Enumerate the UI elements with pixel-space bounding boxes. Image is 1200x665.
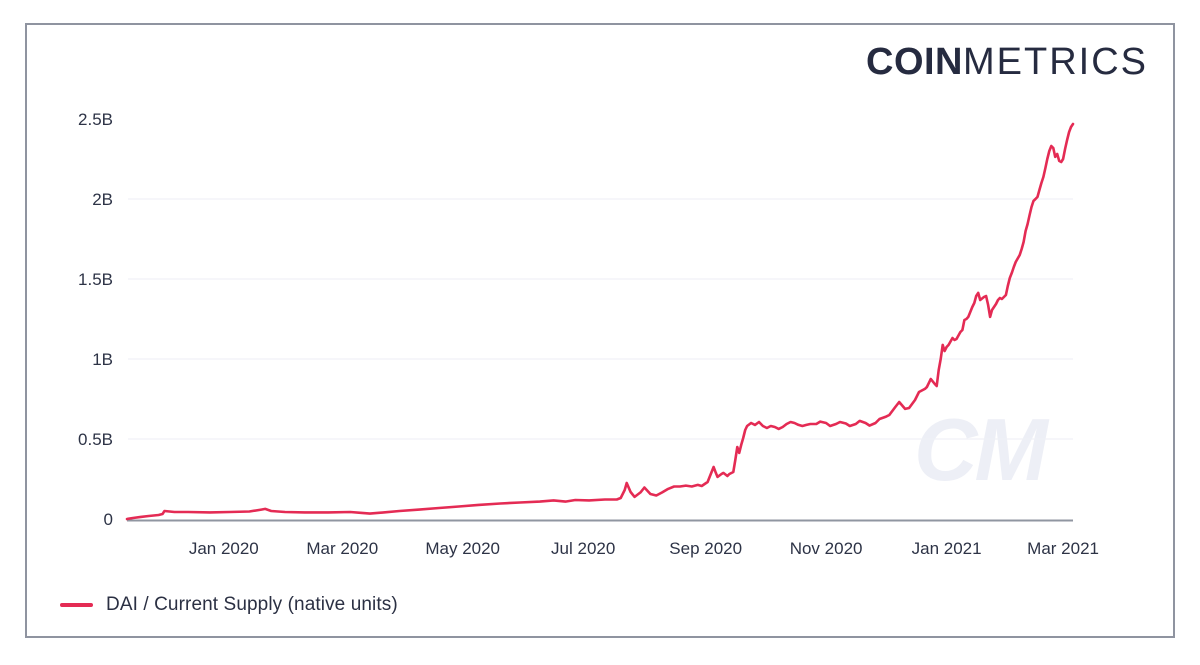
x-tick-label: Sep 2020 bbox=[669, 539, 742, 558]
x-tick-label: Jan 2021 bbox=[912, 539, 982, 558]
chart-legend: DAI / Current Supply (native units) bbox=[60, 594, 398, 616]
legend-label: DAI / Current Supply (native units) bbox=[106, 594, 398, 615]
x-tick-label: Mar 2020 bbox=[306, 539, 378, 558]
x-tick-label: Nov 2020 bbox=[790, 539, 863, 558]
y-tick-label: 0.5B bbox=[78, 430, 113, 449]
x-tick-label: Jan 2020 bbox=[189, 539, 259, 558]
coinmetrics-logo: COINMETRICS bbox=[866, 42, 1148, 82]
cm-watermark: CM bbox=[914, 400, 1048, 499]
x-tick-label: Mar 2021 bbox=[1027, 539, 1099, 558]
series-line-dai-current-supply[interactable] bbox=[125, 122, 1075, 521]
y-tick-label: 0 bbox=[104, 510, 113, 529]
logo-coin-text: COIN bbox=[866, 41, 963, 83]
y-tick-label: 2.5B bbox=[78, 110, 113, 129]
logo-metrics-text: METRICS bbox=[963, 41, 1148, 83]
x-tick-label: Jul 2020 bbox=[551, 539, 615, 558]
x-tick-label: May 2020 bbox=[425, 539, 500, 558]
legend-item-dai-current-supply[interactable]: DAI / Current Supply (native units) bbox=[60, 594, 398, 616]
y-tick-label: 1.5B bbox=[78, 270, 113, 289]
y-tick-label: 2B bbox=[92, 190, 113, 209]
y-tick-label: 1B bbox=[92, 350, 113, 369]
legend-line-swatch bbox=[60, 603, 93, 607]
